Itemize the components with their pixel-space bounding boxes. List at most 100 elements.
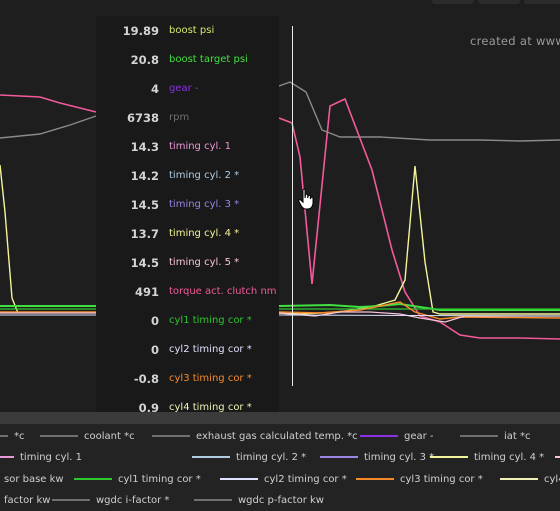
horizontal-scrollbar[interactable] xyxy=(0,412,560,424)
legend-label: cyl4 xyxy=(544,473,560,485)
tooltip-value: 491 xyxy=(134,285,159,299)
tooltip-label: cyl1 timing cor * xyxy=(169,315,252,326)
legend-swatch xyxy=(152,435,190,437)
legend-swatch xyxy=(0,435,8,437)
tooltip-row: 14.2 timing cyl. 2 * xyxy=(96,161,279,190)
tooltip-row: 0.9 cyl4 timing cor * xyxy=(96,393,279,422)
tooltip-label: boost psi xyxy=(169,25,215,36)
tooltip-label: gear - xyxy=(169,83,199,94)
tooltip-row: 13.7 timing cyl. 4 * xyxy=(96,219,279,248)
legend-label: *c xyxy=(14,430,25,442)
legend-swatch xyxy=(460,435,498,437)
tooltip-label: timing cyl. 3 * xyxy=(169,199,240,210)
legend-item[interactable]: *c xyxy=(0,426,25,446)
legend-swatch xyxy=(360,435,398,437)
legend-label: coolant *c xyxy=(84,430,135,442)
legend-swatch xyxy=(430,456,468,458)
tab-3[interactable] xyxy=(524,0,560,4)
legend-label: exhaust gas calculated temp. *c xyxy=(196,430,358,442)
legend-label: factor kw xyxy=(4,494,51,506)
tooltip-value: 4 xyxy=(150,82,159,96)
tooltip-row: 6738 rpm xyxy=(96,103,279,132)
hand-cursor-icon xyxy=(298,188,314,210)
legend-item[interactable]: wgdc i-factor * xyxy=(52,490,169,510)
cyl2-line xyxy=(0,314,560,317)
legend-item[interactable]: sor base kw xyxy=(0,469,64,489)
tooltip-value: 20.8 xyxy=(130,53,159,67)
chart-area[interactable]: created at www xyxy=(0,0,560,412)
tooltip-value: 14.5 xyxy=(130,256,159,270)
cyl3-line xyxy=(0,301,560,320)
legend-label: timing cyl. 1 xyxy=(20,451,82,463)
tooltip-label: timing cyl. 5 * xyxy=(169,257,240,268)
tooltip-value: 14.3 xyxy=(130,140,159,154)
tooltip-value: 13.7 xyxy=(130,227,159,241)
legend-item[interactable]: cyl2 timing cor * xyxy=(220,469,347,489)
tooltip-value: 0 xyxy=(150,314,159,328)
legend-swatch xyxy=(500,478,538,480)
tooltip-value: 19.89 xyxy=(122,24,159,38)
legend-swatch xyxy=(194,499,232,501)
torque-line xyxy=(0,94,560,340)
legend-label: cyl1 timing cor * xyxy=(118,473,201,485)
chart-plot xyxy=(0,26,560,386)
legend-label: gear - xyxy=(404,430,434,442)
legend-swatch xyxy=(192,456,230,458)
timing-cyl4-line xyxy=(0,164,560,315)
legend-label: timing cyl. 3 * xyxy=(364,451,435,463)
legend-swatch xyxy=(220,478,258,480)
legend-swatch xyxy=(40,435,78,437)
legend-swatch xyxy=(320,456,358,458)
legend-item[interactable]: timing cyl. 4 * xyxy=(430,447,544,467)
legend-label: wgdc p-factor kw xyxy=(238,494,324,506)
tooltip-value: 14.2 xyxy=(130,169,159,183)
legend-item[interactable]: cyl4 xyxy=(500,469,560,489)
legend-item[interactable]: cyl1 timing cor * xyxy=(74,469,201,489)
credit-text: created at www xyxy=(470,34,560,48)
legend-label: timing cyl. 2 * xyxy=(236,451,307,463)
legend-item[interactable]: wgdc p-factor kw xyxy=(194,490,324,510)
legend-swatch xyxy=(0,456,14,458)
legend-swatch xyxy=(74,478,112,480)
tooltip-row: 4 gear - xyxy=(96,74,279,103)
tooltip-label: cyl3 timing cor * xyxy=(169,373,252,384)
legend-item[interactable]: factor kw xyxy=(0,490,50,510)
legend-label: wgdc i-factor * xyxy=(96,494,170,506)
tooltip-row: 14.3 timing cyl. 1 xyxy=(96,132,279,161)
tooltip-label: rpm xyxy=(169,112,190,123)
tab-2[interactable] xyxy=(478,0,520,4)
legend-item[interactable]: timing cyl. 5 * xyxy=(555,447,560,467)
legend-item[interactable]: iat *c xyxy=(460,426,531,446)
legend-item[interactable]: timing cyl. 1 xyxy=(0,447,82,467)
tooltip-row: 20.8 boost target psi xyxy=(96,45,279,74)
tooltip-value: -0.8 xyxy=(133,372,159,386)
tooltip-label: torque act. clutch nm xyxy=(169,286,277,297)
tooltip-row: 14.5 timing cyl. 5 * xyxy=(96,248,279,277)
legend-label: sor base kw xyxy=(4,473,64,485)
legend-item[interactable]: coolant *c xyxy=(40,426,135,446)
tooltip-value: 14.5 xyxy=(130,198,159,212)
tooltip-value: 0.9 xyxy=(138,401,159,415)
tooltip-row: 0 cyl1 timing cor * xyxy=(96,306,279,335)
tooltip: 19.89 boost psi 20.8 boost target psi 4 gear … xyxy=(96,16,279,428)
legend-item[interactable]: gear - xyxy=(360,426,434,446)
tooltip-row: -0.8 cyl3 timing cor * xyxy=(96,364,279,393)
legend-label: cyl2 timing cor * xyxy=(264,473,347,485)
legend-swatch xyxy=(52,499,90,501)
legend-swatch xyxy=(555,456,560,458)
tooltip-row: 19.89 boost psi xyxy=(96,16,279,45)
tooltip-row: 0 cyl2 timing cor * xyxy=(96,335,279,364)
tooltip-label: cyl4 timing cor * xyxy=(169,402,252,413)
tooltip-row: 14.5 timing cyl. 3 * xyxy=(96,190,279,219)
legend-label: iat *c xyxy=(504,430,531,442)
legend-item[interactable]: timing cyl. 3 * xyxy=(320,447,434,467)
legend-label: timing cyl. 4 * xyxy=(474,451,545,463)
legend-item[interactable]: cyl3 timing cor * xyxy=(356,469,483,489)
tooltip-label: boost target psi xyxy=(169,54,248,65)
tooltip-label: timing cyl. 1 xyxy=(169,141,231,152)
legend-item[interactable]: exhaust gas calculated temp. *c xyxy=(152,426,358,446)
legend-item[interactable]: timing cyl. 2 * xyxy=(192,447,306,467)
tab-1[interactable] xyxy=(432,0,474,4)
tooltip-value: 0 xyxy=(150,343,159,357)
tooltip-label: timing cyl. 2 * xyxy=(169,170,240,181)
